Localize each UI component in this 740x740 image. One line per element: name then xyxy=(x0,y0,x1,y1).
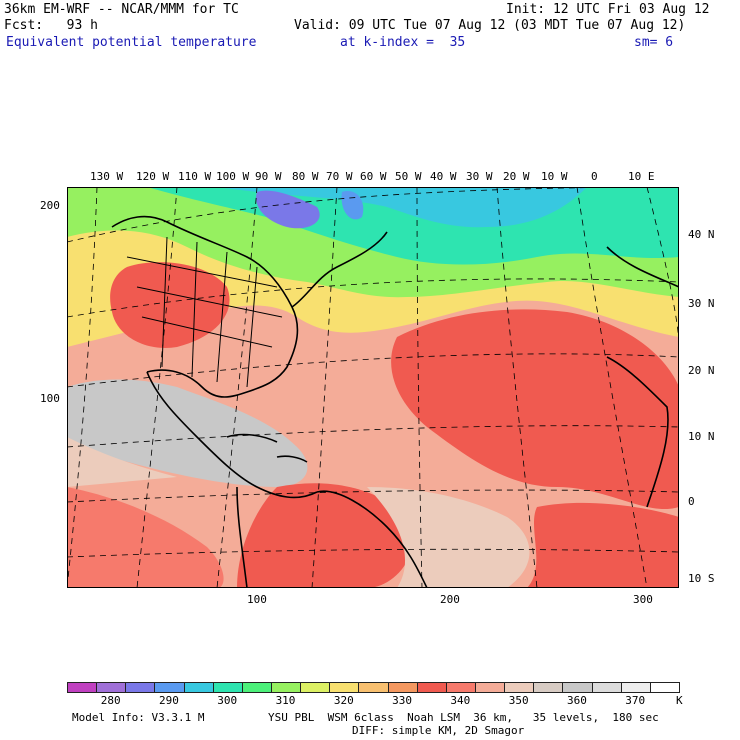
colorbar xyxy=(67,682,680,693)
lon-label: 80 W xyxy=(292,170,319,183)
colorbar-label: 310 xyxy=(275,694,296,707)
lon-label: 10 E xyxy=(628,170,655,183)
valid-time: Valid: 09 UTC Tue 07 Aug 12 (03 MDT Tue … xyxy=(294,18,686,33)
lat-label: 10 N xyxy=(688,430,715,443)
field-warm-atlantic xyxy=(391,309,679,510)
colorbar-segment xyxy=(96,682,127,693)
smoothing-info: sm= 6 xyxy=(634,35,674,50)
colorbar-segment xyxy=(533,682,564,693)
state-lines xyxy=(126,236,283,388)
field-warm-gulf-guinea xyxy=(527,502,679,588)
graticule xyxy=(67,187,679,588)
colorbar-segment xyxy=(67,682,98,693)
colorbar-segment xyxy=(358,682,389,693)
colorbar-segment xyxy=(154,682,185,693)
level-info: at k-index = 35 xyxy=(340,35,466,50)
theta-e-map xyxy=(67,187,679,588)
colorbar-unit: K xyxy=(676,694,683,707)
colorbar-segment xyxy=(329,682,360,693)
physics-line-1: YSU PBL WSM 6class Noah LSM 36 km, 35 le… xyxy=(268,711,659,724)
grid-x-label: 300 xyxy=(633,593,653,606)
field-grey-gulf xyxy=(67,379,308,487)
grid-y-label: 200 xyxy=(40,199,60,212)
model-info: Model Info: V3.3.1 M xyxy=(72,711,205,724)
lon-label: 130 W xyxy=(90,170,124,183)
lon-label: 100 W xyxy=(216,170,250,183)
field-name: Equivalent potential temperature xyxy=(6,35,257,50)
colorbar-segment xyxy=(649,682,680,693)
map-frame xyxy=(67,187,679,588)
colorbar-segment xyxy=(300,682,331,693)
colorbar-segment xyxy=(125,682,156,693)
grid-x-label: 200 xyxy=(440,593,460,606)
forecast-hour: Fcst: 93 h xyxy=(4,18,98,33)
field-cold-core-east xyxy=(341,191,364,220)
colorbar-segment xyxy=(241,682,272,693)
lon-label: 50 W xyxy=(395,170,422,183)
colorbar-label: 360 xyxy=(567,694,587,707)
lon-label: 120 W xyxy=(136,170,170,183)
colorbar-segment xyxy=(620,682,651,693)
colorbar-segment xyxy=(183,682,214,693)
lat-label: 40 N xyxy=(688,228,715,241)
field-pacific-south xyxy=(67,487,224,588)
field-cold-core xyxy=(256,190,320,229)
lon-label: 60 W xyxy=(360,170,387,183)
colorbar-segment xyxy=(387,682,418,693)
lon-label: 70 W xyxy=(326,170,353,183)
lon-label: 0 xyxy=(591,170,598,183)
physics-line-2: DIFF: simple KM, 2D Smagor xyxy=(352,724,525,737)
lon-label: 10 W xyxy=(541,170,568,183)
field-warm-plains xyxy=(110,262,230,348)
lat-label: 20 N xyxy=(688,364,715,377)
colorbar-segment xyxy=(591,682,622,693)
map-canvas xyxy=(67,187,679,588)
colorbar-label: 370 xyxy=(625,694,646,707)
coastlines xyxy=(111,215,679,588)
lon-label: 40 W xyxy=(430,170,457,183)
colorbar-label: 350 xyxy=(508,694,529,707)
colorbar-segment xyxy=(475,682,506,693)
colorbar-segment xyxy=(271,682,302,693)
lat-label: 0 xyxy=(688,495,695,508)
grid-x-label: 100 xyxy=(247,593,267,606)
colorbar-label: 340 xyxy=(450,694,471,707)
colorbar-segment xyxy=(562,682,593,693)
colorbar-label: 280 xyxy=(100,694,121,707)
colorbar-label: 320 xyxy=(333,694,354,707)
lat-label: 10 S xyxy=(688,572,715,585)
field-band-295 xyxy=(217,187,587,228)
colorbar-segment xyxy=(212,682,243,693)
colorbar-segment xyxy=(445,682,476,693)
grid-y-label: 100 xyxy=(40,392,60,405)
lat-label: 30 N xyxy=(688,297,715,310)
lon-label: 90 W xyxy=(255,170,282,183)
lon-label: 30 W xyxy=(466,170,493,183)
lon-label: 110 W xyxy=(178,170,212,183)
field-warm-south-america xyxy=(237,483,414,588)
colorbar-label: 290 xyxy=(159,694,179,707)
lon-label: 20 W xyxy=(503,170,530,183)
colorbar-label: 330 xyxy=(392,694,413,707)
model-title: 36km EM-WRF -- NCAR/MMM for TC xyxy=(4,2,239,17)
init-time: Init: 12 UTC Fri 03 Aug 12 xyxy=(506,2,710,17)
field-pale-equatorial xyxy=(367,487,530,588)
colorbar-segment xyxy=(416,682,447,693)
colorbar-label: 300 xyxy=(217,694,238,707)
colorbar-segment xyxy=(504,682,535,693)
